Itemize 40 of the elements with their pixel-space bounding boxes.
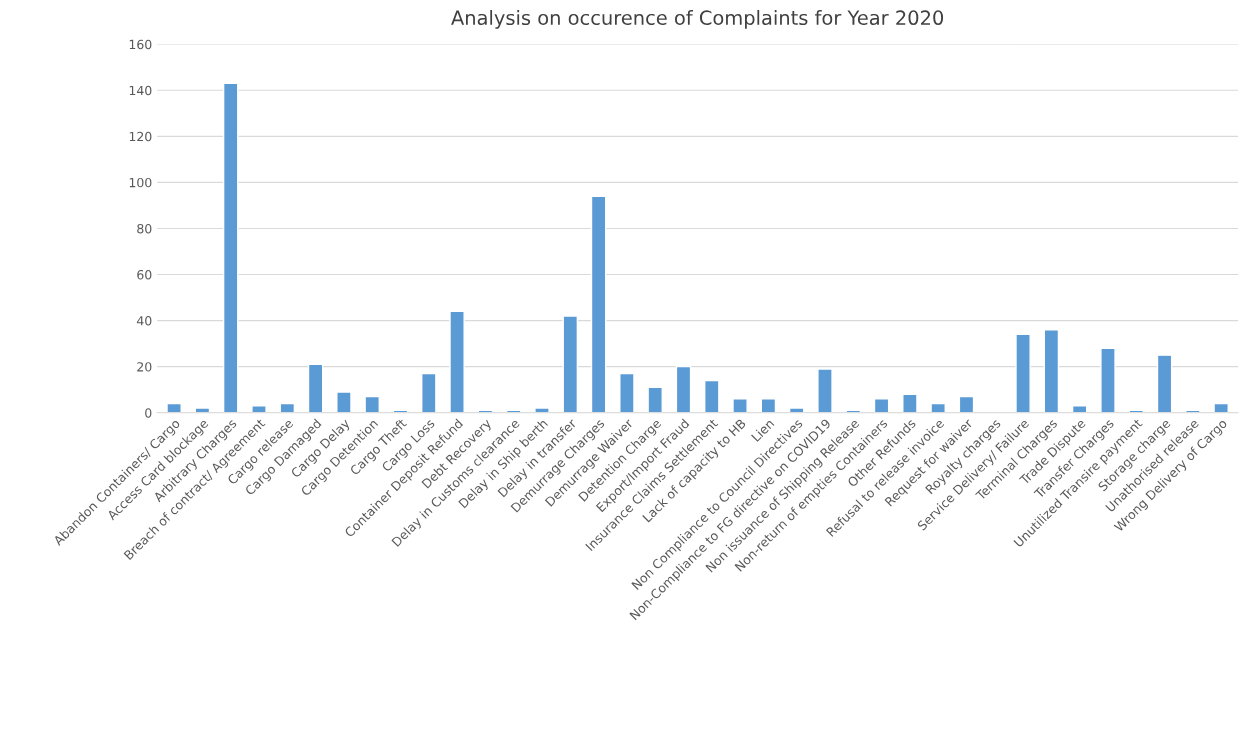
bar [562,315,579,413]
bar [1213,402,1229,413]
y-tick-label: 60 [137,270,152,280]
bar [1043,329,1060,413]
y-tick-label: 0 [145,408,152,418]
y-tick-label: 20 [137,362,152,372]
bar [1156,354,1173,413]
bar [166,402,182,413]
bar [788,407,805,413]
bar [902,393,918,413]
bar [873,398,890,413]
bar [704,379,720,413]
bar [590,195,607,413]
bar [222,82,239,413]
bar [675,365,692,413]
bar [732,398,748,413]
bar [958,395,975,413]
bar [647,386,663,413]
y-tick-label: 40 [136,316,152,326]
bar [760,398,777,413]
bar [534,407,550,413]
y-tick-label: 120 [129,131,152,142]
bar [1100,347,1116,413]
bar [930,402,946,413]
bar [364,395,380,413]
bar [619,372,635,413]
bar [1015,333,1031,413]
bar [251,405,267,413]
y-tick-label: 80 [137,223,152,234]
bar [421,372,437,413]
y-tick-label: 140 [129,85,152,96]
chart-title: Analysis on occurence of Complaints for Year 2020 [451,10,944,29]
bar [336,391,352,413]
bar [194,407,211,413]
bar [1071,405,1088,413]
bar [307,363,324,413]
bar [817,368,833,413]
y-tick-label: 100 [129,177,152,188]
y-tick-label: 160 [129,39,152,50]
bar [449,310,465,413]
